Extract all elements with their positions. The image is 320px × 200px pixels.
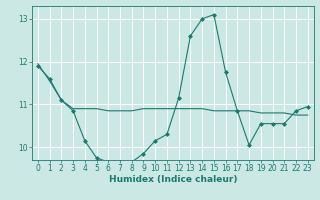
X-axis label: Humidex (Indice chaleur): Humidex (Indice chaleur): [108, 175, 237, 184]
